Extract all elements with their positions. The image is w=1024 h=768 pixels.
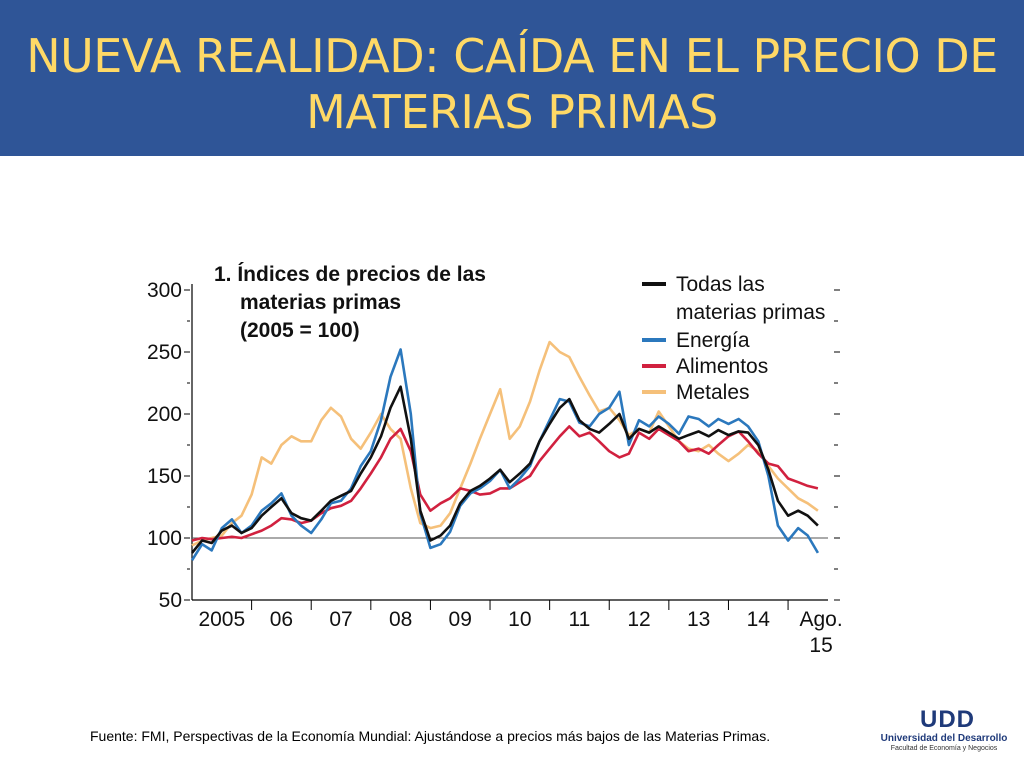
chart-title-line-2: materias primas <box>240 291 401 314</box>
series-line-alimentos <box>191 425 819 542</box>
y-tick-label: 50 <box>159 589 182 612</box>
x-tick-label: 06 <box>270 608 293 631</box>
x-tick-label: Ago. <box>799 608 842 631</box>
slide-header: NUEVA REALIDAD: CAÍDA EN EL PRECIO DE MA… <box>0 0 1024 156</box>
slide-title: NUEVA REALIDAD: CAÍDA EN EL PRECIO DE MA… <box>0 28 1024 140</box>
x-tick-label: 13 <box>687 608 710 631</box>
legend-label-todas: materias primas <box>676 301 825 324</box>
udd-logo-subtitle: Facultad de Economía y Negocios <box>890 745 998 752</box>
legend-label-todas: Todas las <box>676 273 765 296</box>
x-tick-label: 10 <box>508 608 531 631</box>
x-tick-label: 14 <box>747 608 771 631</box>
udd-logo: UDD Universidad del Desarrollo Facultad … <box>878 706 1010 754</box>
y-tick-label: 300 <box>147 279 182 302</box>
x-tick-label: 2005 <box>198 608 245 631</box>
x-tick-label: 09 <box>449 608 472 631</box>
x-tick-label: 15 <box>809 634 832 657</box>
chart-title-line-1: 1. Índices de precios de las <box>214 263 486 286</box>
source-note: Fuente: FMI, Perspectivas de la Economía… <box>90 728 771 744</box>
y-tick-label: 250 <box>147 341 182 364</box>
x-tick-label: 12 <box>627 608 650 631</box>
x-tick-label: 11 <box>569 608 591 631</box>
legend-label-energia: Energía <box>676 329 750 352</box>
series-line-todas <box>190 385 819 554</box>
legend-label-metales: Metales <box>676 381 750 404</box>
x-tick-label: 07 <box>329 608 352 631</box>
slide-title-line-1: NUEVA REALIDAD: CAÍDA EN EL PRECIO DE <box>26 29 998 83</box>
slide-title-line-2: MATERIAS PRIMAS <box>306 85 718 139</box>
udd-logo-mark: UDD <box>920 706 975 733</box>
series-line-energia <box>190 348 820 561</box>
chart-title-line-3: (2005 = 100) <box>240 319 360 342</box>
y-tick-label: 150 <box>147 465 182 488</box>
y-tick-label: 200 <box>147 403 182 426</box>
commodity-price-chart: 50 100 150 200 250 300 2005 06 07 08 09 10 11 12 13 14 A… <box>147 263 843 657</box>
x-tick-label: 08 <box>389 608 412 631</box>
y-tick-label: 100 <box>147 527 182 550</box>
legend-label-alimentos: Alimentos <box>676 355 768 378</box>
udd-logo-name: Universidad del Desarrollo <box>880 733 1008 744</box>
